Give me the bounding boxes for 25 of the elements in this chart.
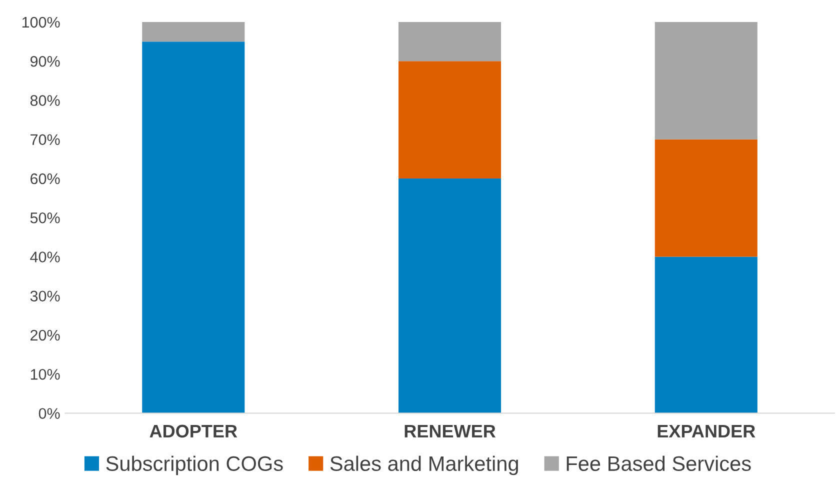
y-tick-label: 10%	[30, 368, 60, 380]
x-tick-label: EXPANDER	[658, 424, 756, 438]
bar	[654, 256, 758, 414]
legend-label: Sales and Marketing	[330, 456, 518, 476]
legend-label: Fee Based Services	[566, 456, 751, 472]
y-tick-label: 90%	[30, 56, 60, 67]
x-tick-label: RENEWER	[404, 424, 496, 438]
bar	[142, 22, 245, 42]
legend-label: Subscription COGs	[106, 456, 283, 476]
bar	[654, 22, 758, 140]
y-tick-label: 40%	[30, 252, 60, 262]
bar	[398, 178, 502, 414]
bar	[142, 42, 245, 414]
y-tick-label: 60%	[30, 173, 60, 184]
bar	[654, 139, 758, 257]
y-tick-label: 70%	[30, 134, 60, 146]
y-tick-label: 0%	[38, 408, 60, 419]
y-tick-label: 100%	[22, 16, 60, 28]
y-tick-label: 80%	[30, 95, 60, 106]
y-tick-label: 50%	[30, 212, 60, 224]
y-tick-label: 30%	[30, 290, 60, 302]
bar	[398, 61, 502, 178]
x-tick-label: ADOPTER	[150, 424, 238, 438]
bar	[398, 22, 502, 62]
y-tick-label: 20%	[30, 330, 60, 341]
